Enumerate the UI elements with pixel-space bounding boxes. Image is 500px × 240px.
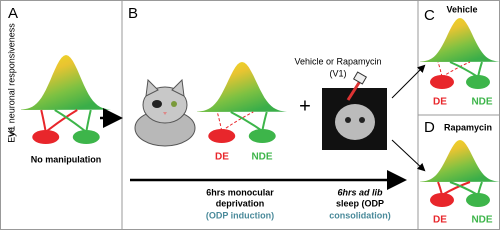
panel-label: C [424,7,435,24]
step-text: 6hrs monocular [206,187,274,197]
step-text: deprivation [216,198,265,208]
treatment-site: (V1) [329,68,346,78]
panel-label: A [8,5,18,22]
eye-de [430,75,454,89]
connection [40,109,47,133]
eye-label: NDE [471,215,492,226]
eye-nde [466,75,490,89]
axis-label: V1 neuronal responsiveness [6,23,16,137]
step-text: (ODP induction) [206,210,274,220]
eye-label: NDE [471,97,492,108]
connection [437,61,443,78]
axis-label: Eye [6,127,16,143]
response-curve [21,55,111,110]
step-text: sleep (ODP [336,198,384,208]
arrow [391,64,426,99]
eye-nde [466,193,490,207]
plus: + [299,95,311,117]
eye-label: DE [433,97,447,108]
response-curve [197,62,287,112]
eye-label: DE [215,152,229,163]
eye-nde [248,129,276,143]
arrow [391,139,426,172]
response-curve [420,18,500,62]
connection [216,111,223,132]
diagrams [21,18,500,207]
caption: No manipulation [31,154,102,164]
treated-cat-icon [322,71,387,150]
connection [477,61,483,78]
connection [261,111,268,132]
panel-label: D [424,119,435,136]
step-text: 6hrs ad lib [337,187,383,197]
step-text: consolidation) [329,210,391,220]
cat-icon [134,78,196,147]
eye-de [32,130,60,144]
panel-label: B [128,5,138,22]
eye-de [430,193,454,207]
eye-de [208,129,236,143]
panel-title: Vehicle [446,4,477,14]
eye-nde [72,130,100,144]
response-curve [420,140,500,182]
eye-label: NDE [251,152,272,163]
eye-label: DE [433,215,447,226]
figure: A V1 neuronal responsiveness Eye No mani… [0,0,500,230]
panel-title: Rapamycin [444,122,492,132]
connection [45,109,78,133]
treatment: Vehicle or Rapamycin [294,56,381,66]
connection [85,109,92,133]
connection [54,109,87,133]
